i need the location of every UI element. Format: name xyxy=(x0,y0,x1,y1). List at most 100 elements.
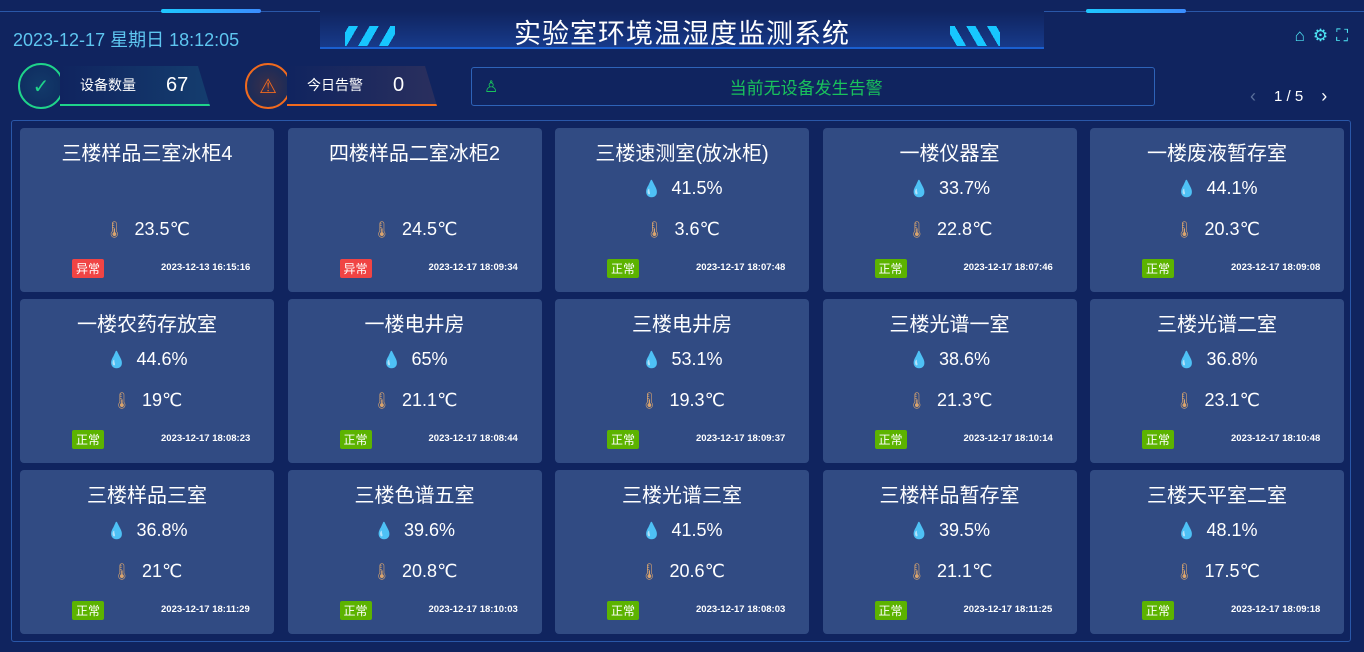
device-card[interactable]: 一楼电井房 💧 65% 🌡 21.1℃ 正常 2023-12-17 18:08:44 xyxy=(287,299,542,463)
humidity-icon: 💧 xyxy=(909,522,929,540)
update-time: 2023-12-17 18:09:08 xyxy=(1231,262,1321,273)
device-card[interactable]: 三楼样品三室冰柜4 🌡 23.5℃ 异常 2023-12-13 16:15:16 xyxy=(20,128,274,292)
device-card[interactable]: 三楼色谱五室 💧 39.6% 🌡 20.8℃ 正常 2023-12-17 18:10:03 xyxy=(287,470,542,634)
thermometer-icon: 🌡 xyxy=(639,392,660,410)
temperature-value: 20.6℃ xyxy=(669,561,725,581)
humidity-row: 💧 44.6% xyxy=(20,349,274,370)
thermometer-icon: 🌡 xyxy=(371,392,393,410)
humidity-row: 💧 36.8% xyxy=(1090,349,1344,370)
device-card-grid: 三楼样品三室冰柜4 🌡 23.5℃ 异常 2023-12-13 16:15:16 四楼样品… xyxy=(11,120,1351,642)
humidity-icon: 💧 xyxy=(1176,522,1197,540)
temperature-value: 17.5℃ xyxy=(1204,561,1260,581)
update-time: 2023-12-17 18:08:23 xyxy=(161,433,251,444)
device-card[interactable]: 一楼农药存放室 💧 44.6% 🌡 19℃ 正常 2023-12-17 18:08:23 xyxy=(20,299,274,463)
temperature-value: 21.1℃ xyxy=(402,390,458,410)
humidity-value: 39.5% xyxy=(938,520,990,540)
device-name: 一楼仪器室 xyxy=(899,143,1000,165)
humidity-value: 36.8% xyxy=(1206,349,1258,369)
humidity-value: 39.6% xyxy=(403,520,455,540)
humidity-icon: 💧 xyxy=(1176,351,1197,369)
status-badge: 正常 xyxy=(72,430,105,449)
update-time: 2023-12-13 16:15:16 xyxy=(161,262,251,273)
humidity-row: 💧 36.8% xyxy=(20,520,274,541)
humidity-icon: 💧 xyxy=(106,351,127,369)
update-time: 2023-12-17 18:10:03 xyxy=(428,604,518,615)
device-name: 三楼色谱五室 xyxy=(354,485,475,507)
temperature-row: 🌡 23.1℃ xyxy=(1090,390,1344,411)
humidity-value: 38.6% xyxy=(938,349,990,369)
humidity-row: 💧 44.1% xyxy=(1090,178,1344,199)
thermometer-icon: 🌡 xyxy=(104,221,125,239)
device-card[interactable]: 三楼速测室(放冰柜) 💧 41.5% 🌡 3.6℃ 正常 2023-12-17 18:07:… xyxy=(555,128,809,292)
status-badge: 正常 xyxy=(607,601,640,620)
humidity-value: 41.5% xyxy=(671,178,723,198)
device-card[interactable]: 四楼样品二室冰柜2 🌡 24.5℃ 异常 2023-12-17 18:09:34 xyxy=(287,128,542,292)
humidity-row: 💧 39.5% xyxy=(823,520,1077,541)
status-badge: 正常 xyxy=(607,259,640,278)
thermometer-icon: 🌡 xyxy=(371,563,393,581)
device-name: 三楼光谱三室 xyxy=(622,485,742,507)
humidity-value: 53.1% xyxy=(671,349,723,369)
page-indicator: 1 / 5 xyxy=(1274,88,1304,105)
device-card[interactable]: 三楼光谱三室 💧 41.5% 🌡 20.6℃ 正常 2023-12-17 18:08:03 xyxy=(555,470,809,634)
temperature-row: 🌡 3.6℃ xyxy=(555,219,809,240)
device-name: 三楼速测室(放冰柜) xyxy=(595,143,769,165)
device-count-stat: ✓ 设备数量 67 xyxy=(18,63,210,109)
humidity-value: 41.5% xyxy=(671,520,723,540)
siren-icon: ⚠ xyxy=(245,63,291,109)
temperature-value: 22.8℃ xyxy=(937,219,993,239)
humidity-icon: 💧 xyxy=(381,351,402,369)
temperature-value: 21℃ xyxy=(142,561,183,581)
alarm-count-label: 今日告警 xyxy=(307,77,363,93)
temperature-value: 19.3℃ xyxy=(669,390,725,410)
temperature-row: 🌡 21.1℃ xyxy=(823,561,1077,582)
thermometer-icon: 🌡 xyxy=(906,392,928,410)
device-card[interactable]: 三楼光谱二室 💧 36.8% 🌡 23.1℃ 正常 2023-12-17 18:10:48 xyxy=(1090,299,1344,463)
status-badge: 正常 xyxy=(874,430,907,449)
alarm-count-stat: ⚠ 今日告警 0 xyxy=(245,63,437,109)
humidity-row: 💧 41.5% xyxy=(555,178,809,199)
device-name: 三楼样品暂存室 xyxy=(879,485,1020,507)
humidity-icon: 💧 xyxy=(909,180,929,198)
device-card[interactable]: 一楼废液暂存室 💧 44.1% 🌡 20.3℃ 正常 2023-12-17 18:09:08 xyxy=(1090,128,1344,292)
temperature-value: 3.6℃ xyxy=(674,219,720,239)
humidity-icon: 💧 xyxy=(641,522,662,540)
humidity-row: 💧 48.1% xyxy=(1090,520,1344,541)
temperature-row: 🌡 20.3℃ xyxy=(1090,219,1344,240)
device-card[interactable]: 三楼天平室二室 💧 48.1% 🌡 17.5℃ 正常 2023-12-17 18:09:18 xyxy=(1090,470,1344,634)
gear-icon[interactable]: ⚙ xyxy=(1312,26,1329,45)
device-name: 一楼农药存放室 xyxy=(77,314,217,336)
temperature-row: 🌡 19℃ xyxy=(20,390,274,411)
temperature-row: 🌡 22.8℃ xyxy=(823,219,1077,240)
update-time: 2023-12-17 18:09:37 xyxy=(696,433,786,444)
device-name: 三楼光谱二室 xyxy=(1157,314,1277,336)
humidity-value: 36.8% xyxy=(136,520,188,540)
status-badge: 正常 xyxy=(607,430,640,449)
update-time: 2023-12-17 18:08:03 xyxy=(696,604,786,615)
thermometer-icon: 🌡 xyxy=(639,563,660,581)
device-card[interactable]: 三楼样品暂存室 💧 39.5% 🌡 21.1℃ 正常 2023-12-17 18:11:25 xyxy=(822,470,1077,634)
thermometer-icon: 🌡 xyxy=(906,221,928,239)
humidity-row: 💧 39.6% xyxy=(288,520,542,541)
thermometer-icon: 🌡 xyxy=(111,563,133,581)
humidity-value: 48.1% xyxy=(1206,520,1258,540)
device-count-label: 设备数量 xyxy=(80,77,136,93)
thermometer-icon: 🌡 xyxy=(1174,392,1195,410)
title-frame xyxy=(320,11,1044,49)
fullscreen-icon[interactable]: ⛶ xyxy=(1336,26,1348,45)
device-name: 三楼天平室二室 xyxy=(1147,485,1287,507)
device-card[interactable]: 一楼仪器室 💧 33.7% 🌡 22.8℃ 正常 2023-12-17 18:07:46 xyxy=(822,128,1077,292)
status-badge: 异常 xyxy=(339,259,372,278)
thermometer-icon: 🌡 xyxy=(371,221,393,239)
humidity-icon: 💧 xyxy=(1176,180,1197,198)
device-card[interactable]: 三楼样品三室 💧 36.8% 🌡 21℃ 正常 2023-12-17 18:11:29 xyxy=(20,470,274,634)
status-badge: 正常 xyxy=(874,259,907,278)
device-count-value: 67 xyxy=(166,73,189,96)
device-card[interactable]: 三楼电井房 💧 53.1% 🌡 19.3℃ 正常 2023-12-17 18:09:37 xyxy=(555,299,809,463)
device-card[interactable]: 三楼光谱一室 💧 38.6% 🌡 21.3℃ 正常 2023-12-17 18:10:14 xyxy=(822,299,1077,463)
humidity-value: 44.6% xyxy=(136,349,188,369)
update-time: 2023-12-17 18:07:46 xyxy=(963,262,1053,273)
prev-page-button[interactable]: ‹ xyxy=(1250,86,1256,106)
next-page-button[interactable]: › xyxy=(1321,86,1328,106)
home-icon[interactable]: ⌂ xyxy=(1294,26,1305,45)
